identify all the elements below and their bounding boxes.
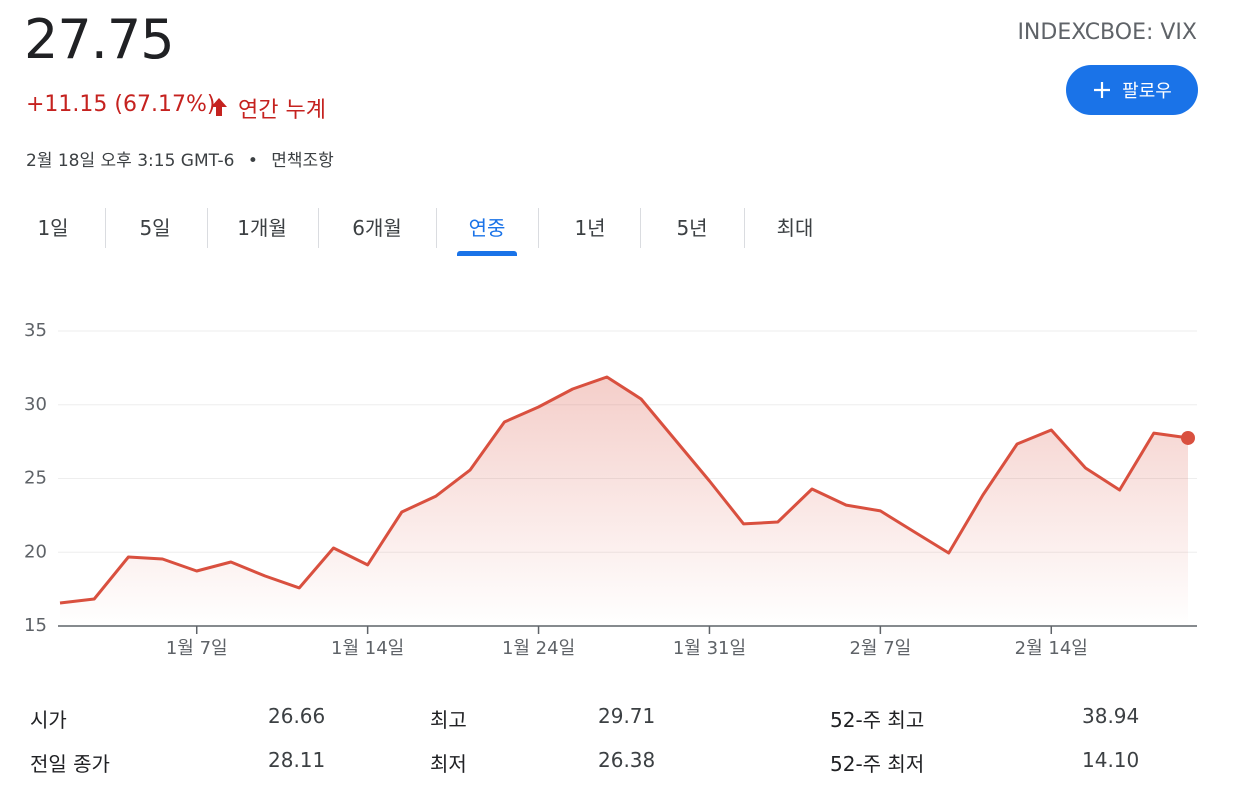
tab-separator bbox=[640, 208, 641, 248]
stat-label: 최고 bbox=[430, 708, 467, 732]
change: +11.15 (67.17%) bbox=[26, 92, 216, 117]
x-tick-label: 2월 14일 bbox=[1015, 638, 1088, 659]
stat-label: 52-주 최저 bbox=[830, 752, 925, 776]
range-tab[interactable]: 1년 bbox=[574, 216, 606, 240]
timestamp-line: 2월 18일 오후 3:15 GMT-6 • 면책조항 bbox=[26, 146, 334, 171]
stat-value: 38.94 bbox=[1082, 704, 1140, 728]
separator: • bbox=[247, 151, 258, 171]
price: 27.75 bbox=[24, 8, 175, 71]
tab-separator bbox=[436, 208, 437, 248]
area bbox=[60, 377, 1188, 626]
x-tick-label: 2월 7일 bbox=[849, 638, 911, 659]
stat-label: 최저 bbox=[430, 752, 467, 776]
stat-value: 26.38 bbox=[598, 748, 656, 772]
tab-separator bbox=[105, 208, 106, 248]
stat-label: 전일 종가 bbox=[30, 752, 110, 776]
stat-value: 26.66 bbox=[268, 704, 326, 728]
range-tab[interactable]: 6개월 bbox=[352, 216, 402, 240]
range-tab[interactable]: 1일 bbox=[37, 216, 69, 240]
follow-label: 팔로우 bbox=[1122, 81, 1172, 102]
y-tick-label: 30 bbox=[24, 394, 47, 415]
disclaimer[interactable]: 면책조항 bbox=[271, 151, 334, 171]
x-tick-label: 1월 14일 bbox=[331, 638, 404, 659]
range-tab[interactable]: 5일 bbox=[139, 216, 171, 240]
stat-value: 28.11 bbox=[268, 748, 326, 772]
line bbox=[59, 375, 1189, 605]
ticker: INDEXCBOE: VIX bbox=[1017, 20, 1197, 45]
stat-label: 시가 bbox=[30, 708, 67, 732]
x-tick-label: 1월 24일 bbox=[502, 638, 575, 659]
x-tick-label: 1월 31일 bbox=[673, 638, 746, 659]
y-tick-label: 25 bbox=[24, 468, 47, 489]
y-tick-label: 15 bbox=[24, 615, 47, 636]
tab-separator bbox=[318, 208, 319, 248]
active-underline bbox=[457, 251, 517, 256]
last-point bbox=[1181, 430, 1195, 445]
range-tab[interactable]: 연중 bbox=[468, 216, 506, 240]
stat-label: 52-주 최고 bbox=[830, 708, 925, 732]
stat-value: 29.71 bbox=[598, 704, 656, 728]
range-tab[interactable]: 최대 bbox=[776, 216, 814, 240]
follow-button[interactable]: 팔로우 bbox=[1066, 65, 1198, 115]
tab-separator bbox=[538, 208, 539, 248]
period: 연간 누계 bbox=[238, 98, 326, 123]
up-arrow bbox=[211, 98, 227, 116]
tab-separator bbox=[207, 208, 208, 248]
x-tick-label: 1월 7일 bbox=[166, 638, 228, 659]
range-tab[interactable]: 1개월 bbox=[237, 216, 287, 240]
tab-separator bbox=[744, 208, 745, 248]
stat-value: 14.10 bbox=[1082, 748, 1140, 772]
y-tick-label: 20 bbox=[24, 541, 47, 562]
timestamp: 2월 18일 오후 3:15 GMT-6 bbox=[26, 151, 235, 171]
range-tab[interactable]: 5년 bbox=[676, 216, 708, 240]
y-tick-label: 35 bbox=[24, 320, 47, 341]
chart: 15 20 25 30 35 1월 7일 1월 14일 1월 24일 1월 31일 2월 7일 2월… bbox=[24, 320, 1197, 659]
plus-icon bbox=[1094, 82, 1111, 98]
